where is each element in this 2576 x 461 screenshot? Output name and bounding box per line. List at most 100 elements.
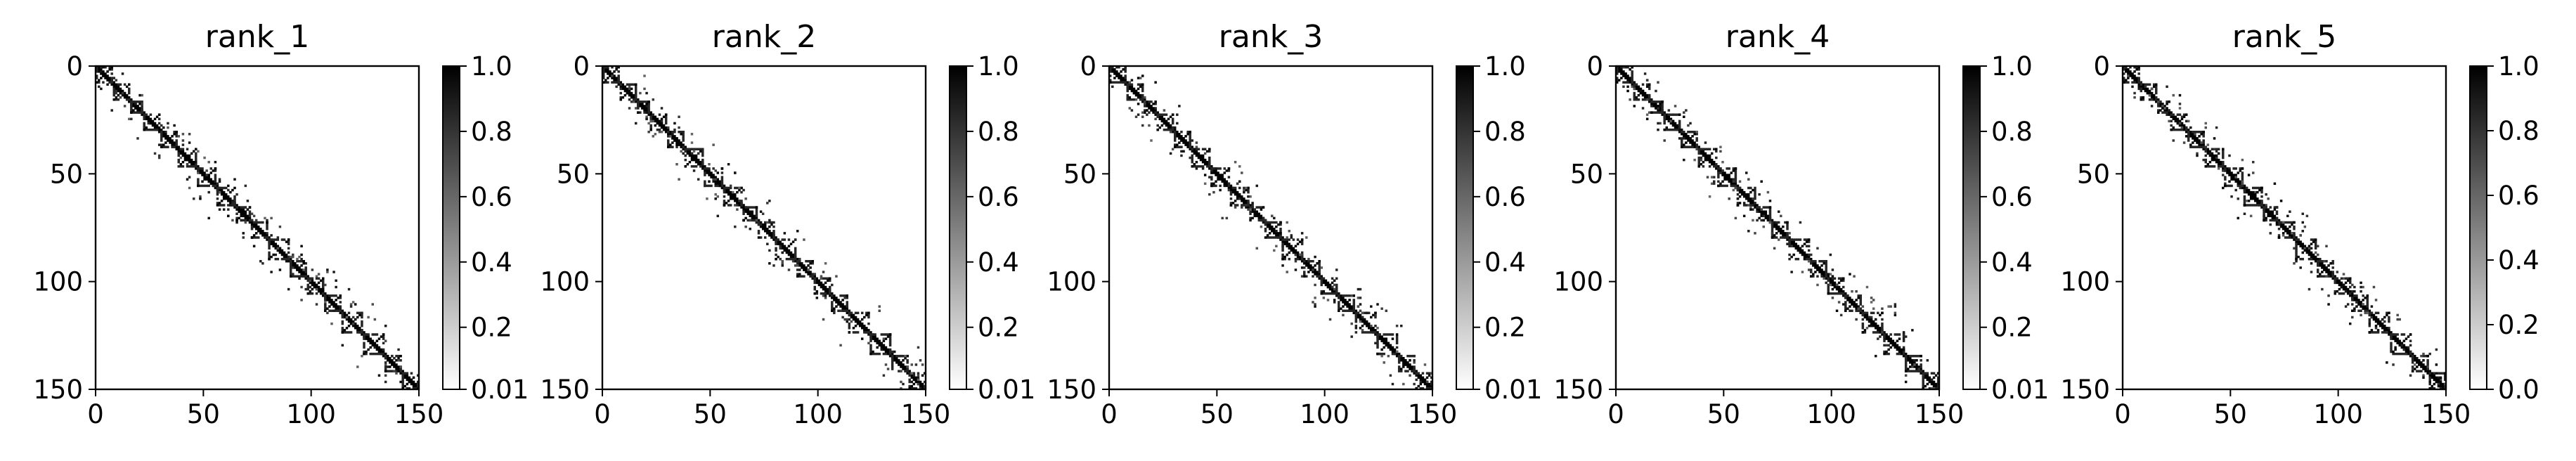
heatmap-cell [110, 66, 113, 69]
heatmap-cell [1171, 131, 1174, 134]
heatmap-cell [861, 318, 864, 321]
heatmap-cell [98, 79, 101, 82]
heatmap-cell [250, 219, 254, 222]
heatmap-cell [1812, 260, 1815, 263]
heatmap-cell [343, 331, 347, 334]
heatmap-cell [1165, 122, 1168, 125]
heatmap-cell [1120, 77, 1122, 79]
heatmap-cell [1281, 245, 1284, 247]
heatmap-cell [130, 103, 133, 105]
heatmap-cell [701, 158, 704, 162]
heatmap-cell [1134, 98, 1138, 101]
heatmap-cell [2269, 214, 2272, 218]
heatmap-cell [796, 257, 799, 261]
heatmap-cell [233, 206, 236, 209]
heatmap-cell [891, 368, 894, 370]
heatmap-cell [134, 107, 137, 110]
heatmap-cell [110, 81, 113, 84]
heatmap-cell [1704, 148, 1707, 150]
heatmap-cell [290, 260, 292, 263]
heatmap-cell [1411, 354, 1413, 358]
heatmap-cell [1915, 370, 1918, 372]
heatmap-cell [1907, 368, 1910, 370]
heatmap-cell [874, 352, 876, 356]
heatmap-cell [1279, 238, 1282, 241]
heatmap-cell [136, 107, 139, 110]
heatmap-cell [414, 384, 418, 388]
heatmap-cell [1300, 242, 1304, 245]
heatmap-cell [1234, 188, 1237, 192]
heatmap-cell [193, 165, 195, 168]
heatmap-cell [794, 260, 797, 263]
heatmap-cell [205, 184, 208, 188]
heatmap-cell [1799, 249, 1802, 252]
heatmap-cell [749, 212, 751, 215]
heatmap-cell [96, 68, 98, 71]
heatmap-cell [637, 107, 640, 110]
heatmap-cell [1357, 316, 1360, 319]
heatmap-cell [1174, 126, 1177, 129]
heatmap-cell [1872, 325, 1875, 327]
heatmap-cell [1734, 167, 1737, 170]
heatmap-cell [1281, 257, 1284, 261]
heatmap-cell [1738, 195, 1742, 198]
heatmap-cell [1780, 214, 1782, 218]
heatmap-cell [1359, 309, 1362, 312]
heatmap-cell [1342, 305, 1345, 308]
heatmap-cell [315, 292, 318, 295]
heatmap-cell [1782, 232, 1785, 235]
heatmap-cell [886, 333, 890, 336]
heatmap-cell [302, 262, 305, 265]
heatmap-cell [1635, 85, 1638, 89]
heatmap-cell [1275, 236, 1278, 239]
heatmap-cell [229, 200, 232, 202]
heatmap-cell [740, 190, 743, 194]
heatmap-cell [1430, 382, 1432, 386]
heatmap-cell [671, 131, 674, 134]
heatmap-cell [181, 165, 185, 168]
heatmap-cell [2176, 117, 2180, 121]
heatmap-cell [1801, 249, 1804, 252]
heatmap-cell [100, 66, 103, 69]
heatmap-cell [1368, 327, 1371, 330]
heatmap-cell [1189, 133, 1191, 136]
heatmap-cell [761, 223, 765, 226]
heatmap-cell [162, 126, 165, 129]
heatmap-cell [1395, 342, 1399, 344]
heatmap-cell [749, 206, 751, 209]
heatmap-cell [641, 103, 644, 105]
heatmap-cell [1201, 158, 1205, 162]
heatmap-cell [1622, 72, 1625, 75]
heatmap-cell [2182, 126, 2186, 129]
heatmap-cell [1734, 186, 1737, 190]
heatmap-cell [1215, 174, 1217, 176]
heatmap-cell [304, 273, 307, 275]
heatmap-cell [1633, 96, 1636, 99]
heatmap-cell [231, 188, 234, 192]
heatmap-cell [794, 251, 797, 254]
heatmap-cell [1758, 210, 1761, 213]
heatmap-cell [635, 89, 637, 93]
heatmap-cell [891, 363, 894, 366]
heatmap-cell [1861, 309, 1865, 312]
heatmap-cell [296, 268, 299, 271]
heatmap-cell [162, 131, 165, 134]
heatmap-cell [290, 268, 292, 271]
heatmap-cell [635, 91, 637, 95]
heatmap-cell [1879, 329, 1882, 332]
heatmap-cell [635, 96, 637, 99]
heatmap-cell [371, 339, 374, 342]
heatmap-cell [1681, 139, 1683, 142]
heatmap-cell [876, 346, 879, 349]
heatmap-cell [1669, 113, 1673, 116]
heatmap-cell [772, 234, 775, 237]
heatmap-cell [647, 131, 650, 134]
heatmap-cell [1745, 171, 1748, 174]
heatmap-cell [1881, 307, 1884, 310]
heatmap-cell [2247, 193, 2251, 196]
heatmap-cell [785, 257, 789, 261]
heatmap-cell [1624, 81, 1627, 84]
heatmap-cell [861, 325, 864, 327]
heatmap-cell [1130, 98, 1134, 101]
heatmap-cell [1243, 204, 1245, 207]
